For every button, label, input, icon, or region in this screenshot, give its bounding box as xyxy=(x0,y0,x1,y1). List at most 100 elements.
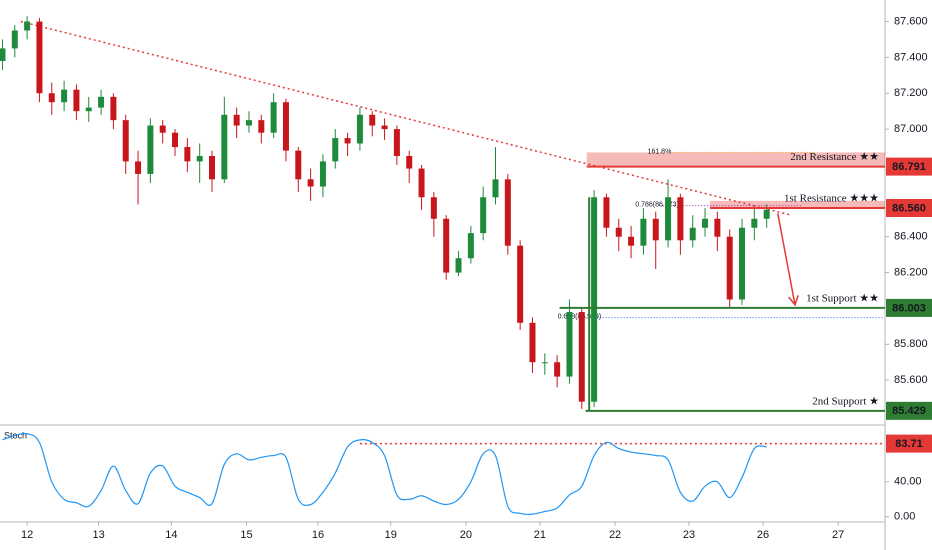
y-tick-label: 87.600 xyxy=(894,15,928,27)
arrow-head xyxy=(788,295,799,307)
level-price-box xyxy=(886,199,932,218)
candle-body xyxy=(135,161,142,174)
candle-body xyxy=(554,362,561,377)
candle-body xyxy=(541,362,548,364)
candle-body xyxy=(270,102,277,133)
candle-body xyxy=(739,227,746,300)
x-tick-label: 27 xyxy=(832,529,844,541)
candle-body xyxy=(36,21,43,94)
candle-body xyxy=(702,218,709,228)
candle-body xyxy=(85,107,92,112)
candle-body xyxy=(73,89,80,112)
candle-body xyxy=(763,209,770,219)
y-tick-label: 86.400 xyxy=(894,231,928,243)
x-tick-label: 14 xyxy=(165,529,177,541)
candle-body xyxy=(406,156,413,169)
level-price-box xyxy=(886,298,932,317)
candle-body xyxy=(628,236,635,246)
candle-body xyxy=(652,218,659,241)
candle-body xyxy=(504,179,511,246)
candle-body xyxy=(11,30,18,49)
level-name: 1st Resistance ★★★ xyxy=(784,193,879,205)
stoch-level-label: 83.71 xyxy=(895,438,923,450)
level-price-label: 86.791 xyxy=(892,161,926,173)
stoch-line xyxy=(2,432,767,515)
level-price-label: 85.429 xyxy=(892,405,926,417)
candle-body xyxy=(196,156,203,162)
candle-body xyxy=(492,179,499,198)
candle-body xyxy=(332,138,339,162)
candle-body xyxy=(61,89,68,103)
y-tick-label: 87.000 xyxy=(894,123,928,135)
candle-body xyxy=(467,233,474,259)
x-tick-label: 21 xyxy=(534,529,546,541)
fib-label: 161.8% xyxy=(648,148,672,155)
x-tick-label: 23 xyxy=(683,529,695,541)
candle-body xyxy=(603,197,610,228)
candle-body xyxy=(0,48,6,61)
stoch-tick-label: 0.00 xyxy=(894,511,915,523)
candle-body xyxy=(689,227,696,241)
candle-body xyxy=(578,312,585,402)
level-price-label: 86.560 xyxy=(892,202,926,214)
candle-body xyxy=(319,161,326,187)
candle-body xyxy=(110,96,117,121)
candle-body xyxy=(381,125,388,130)
candle-body xyxy=(751,218,758,228)
x-tick-label: 12 xyxy=(21,529,33,541)
candle-body xyxy=(184,147,191,162)
candle-body xyxy=(233,114,240,126)
level-name: 1st Support ★★ xyxy=(806,292,879,304)
level-name: 2nd Resistance ★★ xyxy=(790,151,879,163)
level-price-box xyxy=(886,157,932,176)
x-tick-label: 16 xyxy=(312,529,324,541)
y-tick-label: 85.800 xyxy=(894,338,928,350)
candle-body xyxy=(356,114,363,144)
candle-body xyxy=(209,156,216,180)
candle-body xyxy=(295,150,302,180)
candle-body xyxy=(714,218,721,237)
candle-body xyxy=(307,179,314,187)
y-tick-label: 87.200 xyxy=(894,87,928,99)
candle-body xyxy=(665,197,672,241)
candle-body xyxy=(172,132,179,148)
candle-body xyxy=(48,93,55,103)
x-tick-label: 26 xyxy=(757,529,769,541)
candle-body xyxy=(517,245,524,323)
candle-body xyxy=(443,218,450,273)
candle-body xyxy=(344,138,351,144)
candle-body xyxy=(418,168,425,198)
candle-body xyxy=(529,322,536,363)
level-price-label: 86.003 xyxy=(892,302,926,314)
x-tick-label: 20 xyxy=(460,529,472,541)
candle-body xyxy=(480,197,487,234)
candle-body xyxy=(640,218,647,246)
candle-body xyxy=(122,120,129,162)
candle-body xyxy=(591,197,598,402)
x-tick-label: 13 xyxy=(92,529,104,541)
candle-body xyxy=(245,120,252,126)
candle-body xyxy=(98,96,105,108)
stoch-level-box xyxy=(886,434,932,453)
candle-body xyxy=(258,120,265,133)
candle-body xyxy=(369,114,376,126)
candle-body xyxy=(393,129,400,157)
stoch-tick-label: 40.00 xyxy=(894,476,922,488)
candle-body xyxy=(677,197,684,241)
candle-body xyxy=(147,125,154,174)
y-tick-label: 86.200 xyxy=(894,266,928,278)
resistance-zone xyxy=(709,200,885,209)
candle-body xyxy=(221,114,228,180)
resistance-zone xyxy=(586,152,885,167)
y-tick-label: 87.400 xyxy=(894,51,928,63)
x-tick-label: 19 xyxy=(385,529,397,541)
y-tick-label: 85.600 xyxy=(894,374,928,386)
candle-body xyxy=(615,227,622,237)
candle-body xyxy=(159,125,166,133)
x-tick-label: 22 xyxy=(609,529,621,541)
candle-body xyxy=(282,102,289,151)
candle-body xyxy=(24,21,31,31)
level-price-box xyxy=(886,401,932,420)
level-name: 2nd Support ★ xyxy=(812,395,879,407)
